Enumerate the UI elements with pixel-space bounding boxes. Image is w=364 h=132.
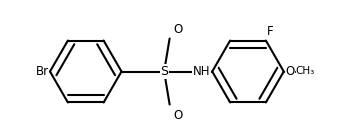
Text: Br: Br	[36, 65, 49, 78]
Text: O: O	[174, 23, 183, 36]
Text: CH₃: CH₃	[296, 67, 315, 77]
Text: F: F	[267, 25, 274, 38]
Text: O: O	[173, 109, 182, 122]
Text: NH: NH	[193, 65, 210, 78]
Text: S: S	[160, 65, 168, 78]
Text: O: O	[285, 65, 294, 78]
